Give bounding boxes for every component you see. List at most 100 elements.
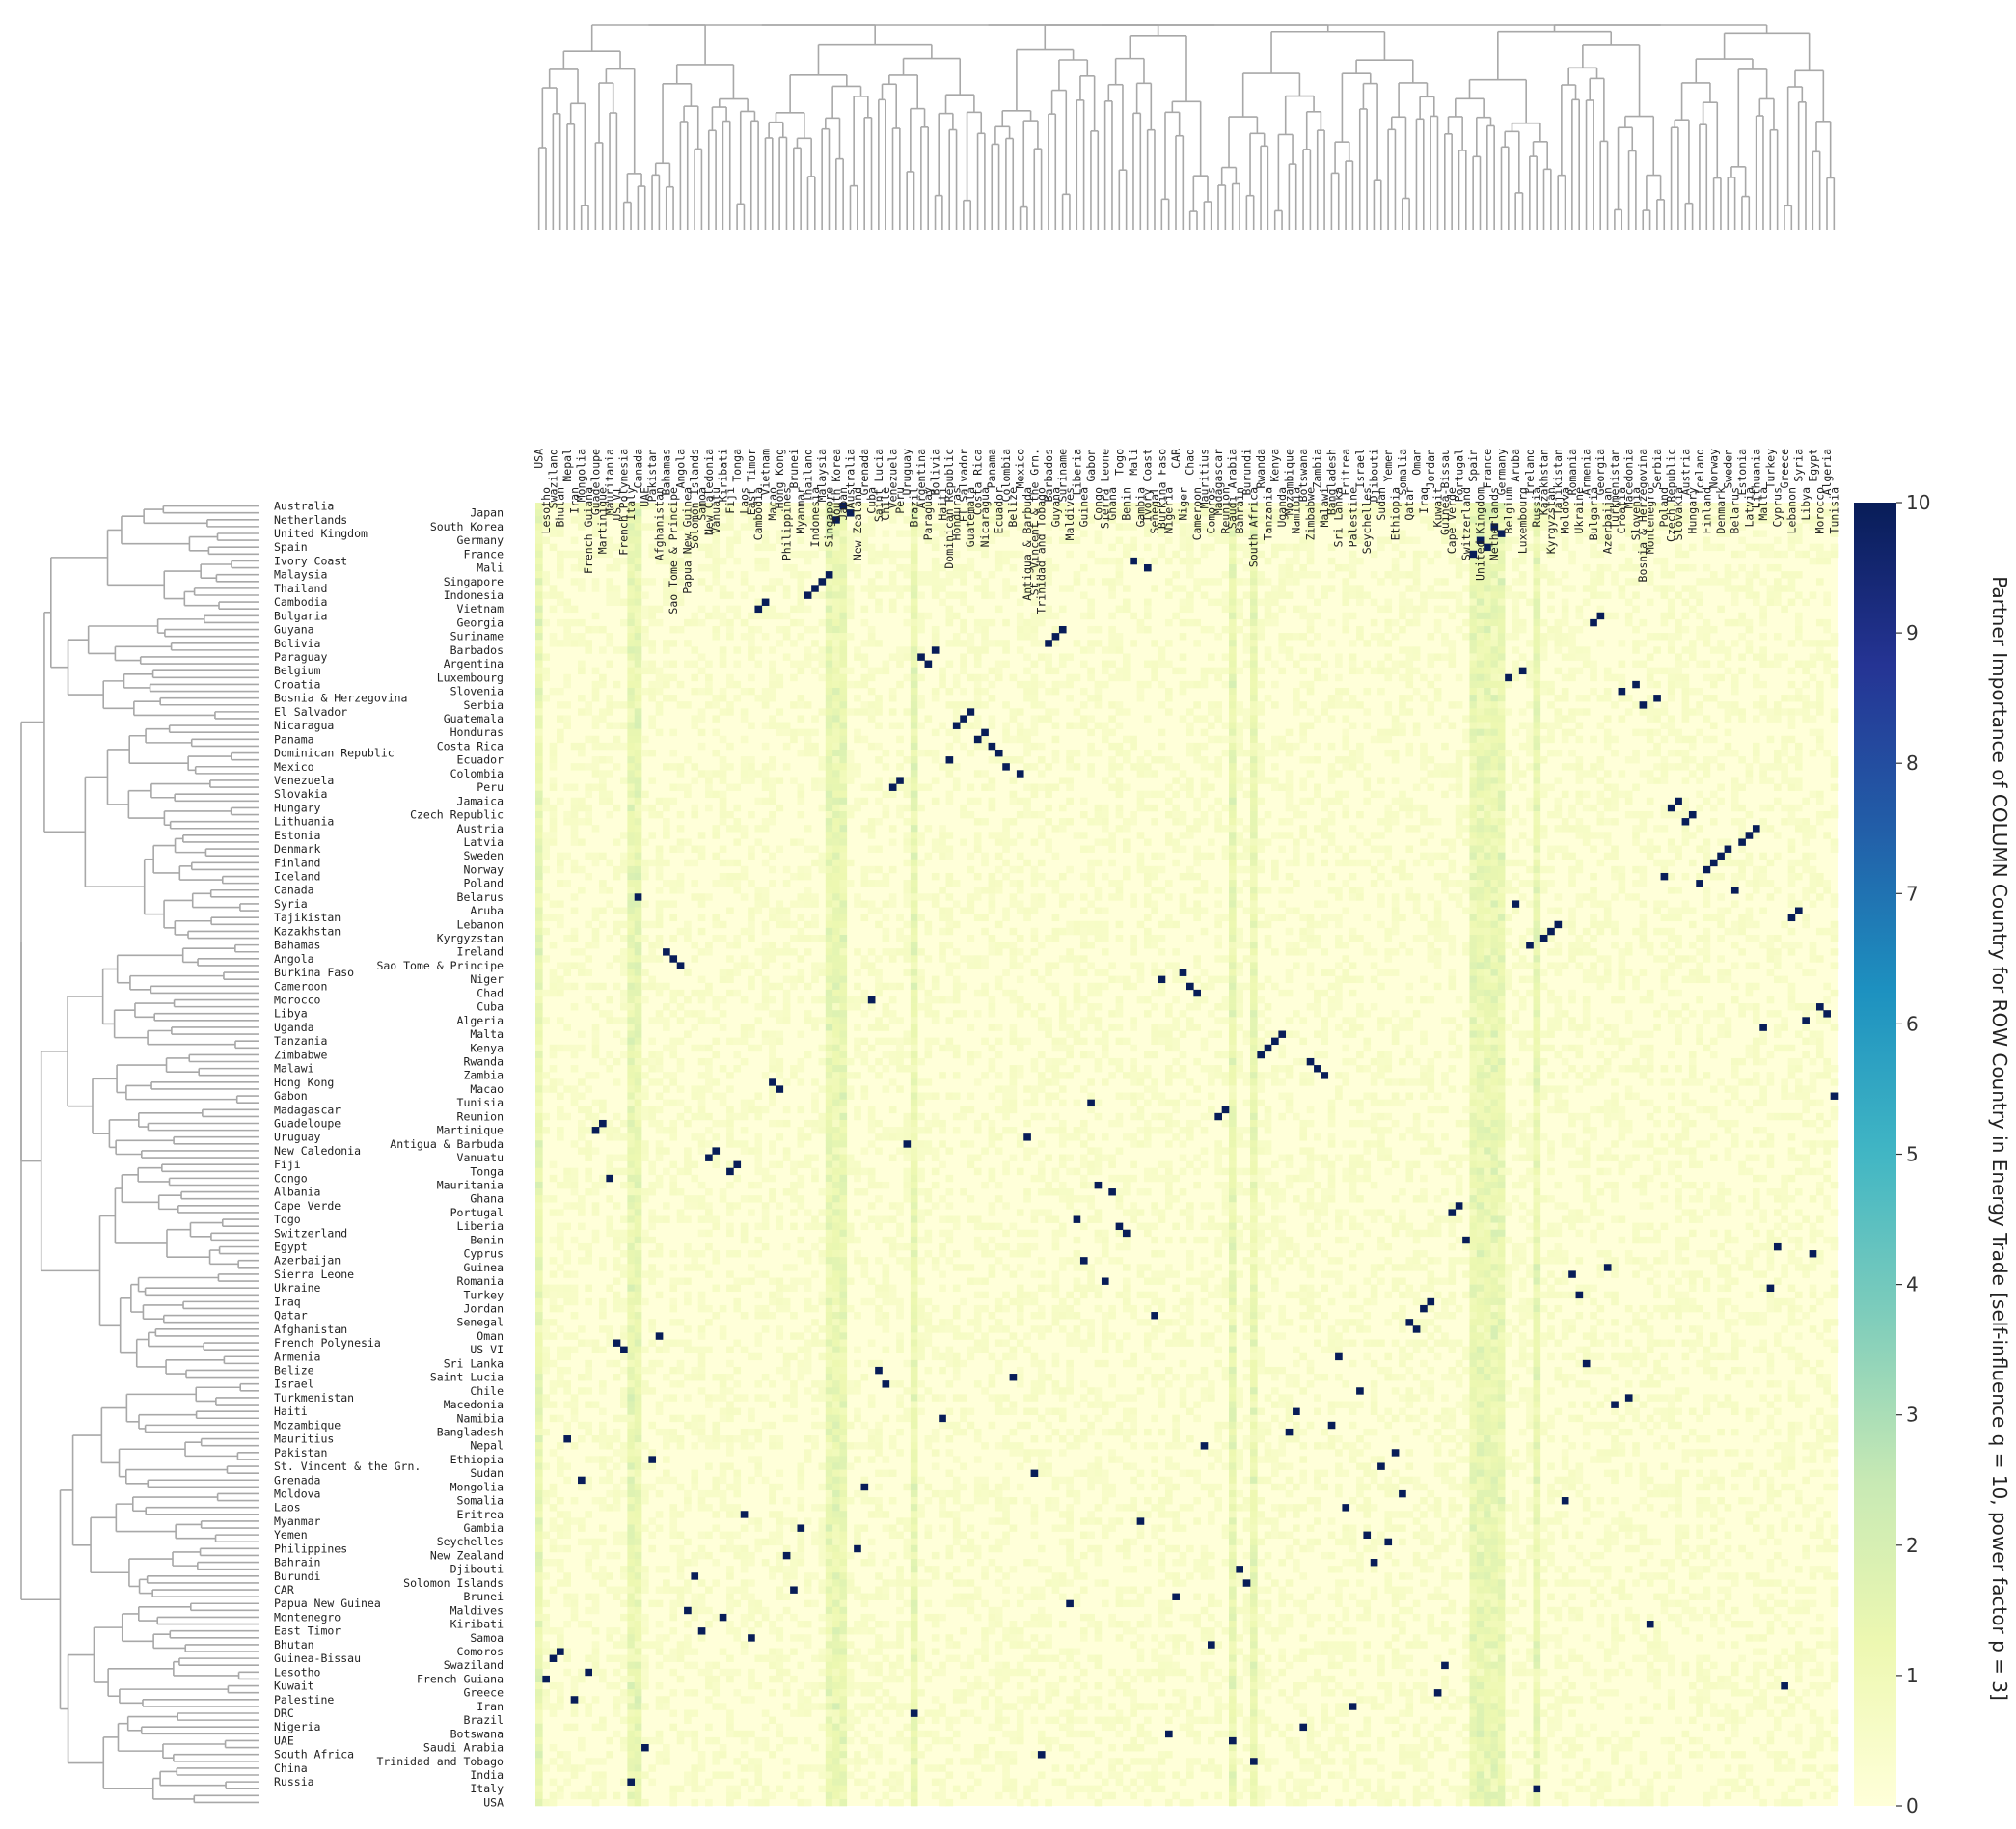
heatmap-cell — [1285, 832, 1294, 839]
heatmap-cell — [1285, 728, 1294, 737]
heatmap-cell — [1533, 557, 1541, 565]
heatmap-cell — [903, 756, 912, 764]
heatmap-cell — [578, 640, 586, 647]
heatmap-cell — [1441, 591, 1449, 599]
heatmap-cell — [1675, 810, 1682, 819]
heatmap-cell — [1448, 612, 1457, 620]
heatmap-cell — [910, 783, 918, 791]
heatmap-cell — [1675, 660, 1682, 668]
heatmap-cell — [1122, 585, 1131, 592]
heatmap-cell — [939, 838, 946, 846]
heatmap-cell — [1342, 563, 1350, 572]
heatmap-cell — [988, 591, 996, 599]
heatmap-cell — [1172, 550, 1180, 559]
heatmap-cell — [1087, 742, 1095, 751]
heatmap-cell — [860, 640, 869, 647]
heatmap-cell — [669, 516, 678, 524]
heatmap-cell — [1490, 701, 1499, 709]
heatmap-cell — [1115, 701, 1124, 709]
heatmap-cell — [988, 530, 996, 537]
heatmap-cell — [1547, 687, 1555, 696]
heatmap-cell — [1016, 598, 1024, 606]
heatmap-cell — [1618, 543, 1626, 552]
heatmap-cell — [1122, 523, 1131, 531]
heatmap-cell — [1335, 790, 1343, 799]
heatmap-cell — [1639, 845, 1648, 853]
heatmap-cell — [1703, 563, 1711, 572]
heatmap-cell — [676, 557, 685, 565]
heatmap-cell — [1526, 701, 1534, 709]
heatmap-cell — [1830, 503, 1839, 510]
heatmap-cell — [1037, 825, 1046, 833]
heatmap-cell — [1745, 646, 1754, 654]
heatmap-cell — [613, 804, 621, 812]
heatmap-cell — [1533, 585, 1541, 592]
heatmap-cell — [1299, 810, 1308, 819]
heatmap-cell — [1087, 715, 1095, 723]
heatmap-cell — [1399, 797, 1406, 805]
heatmap-cell — [1518, 578, 1527, 586]
heatmap-cell — [769, 585, 776, 592]
heatmap-cell — [1101, 722, 1109, 729]
heatmap-cell — [1073, 536, 1081, 544]
heatmap-cell — [839, 653, 848, 661]
heatmap-cell — [882, 660, 890, 668]
heatmap-cell — [663, 673, 670, 682]
heatmap-cell — [726, 523, 734, 531]
heatmap-cell — [839, 708, 848, 716]
heatmap-cell — [1794, 756, 1803, 764]
heatmap-cell — [676, 770, 685, 778]
heatmap-cell — [1469, 832, 1478, 839]
heatmap-cell — [1250, 673, 1258, 682]
heatmap-cell — [1172, 838, 1180, 846]
heatmap-cell — [1809, 715, 1817, 723]
heatmap-cell — [1257, 797, 1266, 805]
heatmap-cell — [1151, 756, 1158, 764]
heatmap-cell — [1073, 749, 1081, 757]
heatmap-cell — [578, 818, 586, 826]
heatmap-cell — [1293, 633, 1300, 641]
heatmap-cell — [839, 667, 848, 675]
heatmap-cell — [535, 618, 543, 627]
heatmap-cell — [1688, 832, 1697, 839]
heatmap-cell — [669, 763, 678, 771]
heatmap-cell — [1497, 633, 1506, 641]
heatmap-cell — [606, 742, 614, 751]
heatmap-cell — [1412, 618, 1421, 627]
heatmap-cell — [1250, 503, 1258, 510]
heatmap-cell — [1136, 680, 1145, 689]
heatmap-cell — [719, 585, 727, 592]
heatmap-cell — [570, 536, 579, 544]
heatmap-cell — [740, 832, 749, 839]
heatmap-cell — [769, 783, 776, 791]
heatmap-cell — [1172, 509, 1180, 517]
heatmap-cell — [1179, 523, 1187, 531]
heatmap-cell — [599, 797, 607, 805]
heatmap-cell — [1306, 680, 1315, 689]
heatmap-cell — [634, 687, 642, 696]
heatmap-cell — [1490, 804, 1499, 812]
heatmap-cell — [945, 578, 954, 586]
heatmap-cell — [1214, 797, 1222, 805]
heatmap-cell — [1236, 530, 1243, 537]
heatmap-cell — [1271, 660, 1279, 668]
heatmap-cell — [973, 715, 982, 723]
heatmap-cell — [1285, 563, 1294, 572]
heatmap-cell — [1271, 680, 1279, 689]
heatmap-cell — [854, 509, 861, 517]
heatmap-cell — [1794, 612, 1803, 620]
heatmap-cell — [733, 646, 742, 654]
heatmap-cell — [1306, 708, 1315, 716]
heatmap-cell — [1681, 646, 1690, 654]
heatmap-cell — [1469, 797, 1478, 805]
heatmap-cell — [1250, 832, 1258, 839]
heatmap-cell — [1285, 804, 1294, 812]
heatmap-cell — [1484, 810, 1491, 819]
heatmap-cell — [910, 708, 918, 716]
heatmap-cell — [1476, 763, 1485, 771]
heatmap-cell — [1321, 516, 1329, 524]
heatmap-cell — [1030, 680, 1039, 689]
heatmap-cell — [818, 646, 827, 654]
heatmap-cell — [1653, 633, 1661, 641]
heatmap-cell — [1823, 550, 1831, 559]
